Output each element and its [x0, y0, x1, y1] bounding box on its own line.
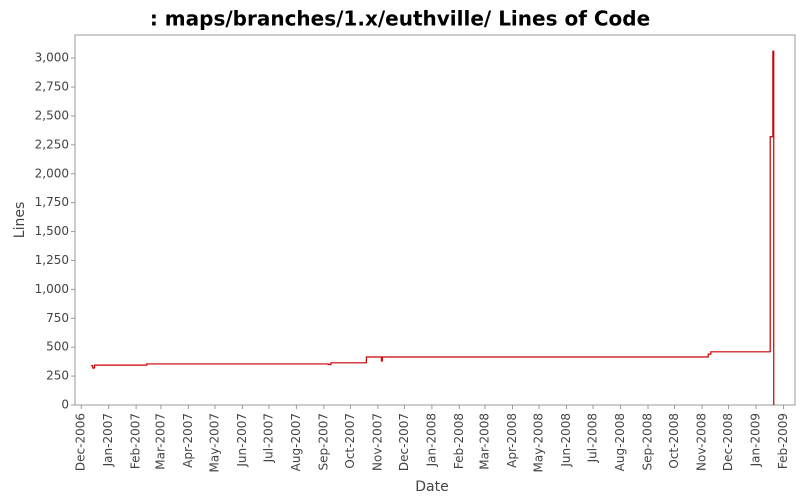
x-tick-label: Feb-2009 — [776, 413, 790, 469]
x-tick-label: Jan-2007 — [101, 413, 115, 467]
x-tick-label: Dec-2007 — [397, 413, 411, 471]
y-tick-label: 2,250 — [35, 137, 69, 151]
x-axis-title: Date — [415, 479, 448, 495]
y-tick-label: 2,750 — [35, 80, 69, 94]
x-tick-label: Nov-2008 — [695, 413, 709, 471]
x-tick-label: May-2007 — [207, 413, 221, 472]
x-tick-label: Jul-2008 — [586, 413, 600, 463]
x-tick-label: Feb-2007 — [129, 413, 143, 469]
y-tick-label: 250 — [46, 369, 69, 383]
plot-area — [74, 34, 796, 406]
y-tick-label: 500 — [46, 340, 69, 354]
chart-title: : maps/branches/1.x/euthville/ Lines of … — [150, 7, 650, 31]
y-tick-label: 2,500 — [35, 108, 69, 122]
x-tick-label: Jul-2007 — [261, 413, 275, 463]
data-line — [90, 50, 775, 405]
y-tick-label: 0 — [61, 398, 69, 412]
y-tick-label: 1,500 — [35, 224, 69, 238]
x-tick-label: Sep-2008 — [640, 413, 654, 471]
x-tick-label: Sep-2007 — [316, 413, 330, 471]
x-tick-label: Apr-2007 — [181, 413, 195, 468]
x-tick-label: Nov-2007 — [370, 413, 384, 471]
x-tick-label: Aug-2008 — [613, 413, 627, 471]
y-tick-label: 2,000 — [35, 166, 69, 180]
x-tick-label: Jan-2008 — [424, 413, 438, 467]
y-tick-label: 1,750 — [35, 195, 69, 209]
x-tick-label: Aug-2007 — [289, 413, 303, 471]
y-tick-label: 1,250 — [35, 253, 69, 267]
y-tick-label: 3,000 — [35, 51, 69, 65]
x-tick-label: Dec-2006 — [74, 413, 88, 471]
x-tick-label: Mar-2008 — [478, 413, 492, 470]
x-tick-label: Jun-2008 — [559, 413, 573, 468]
x-tick-label: Feb-2008 — [452, 413, 466, 469]
x-tick-label: Apr-2008 — [505, 413, 519, 468]
x-tick-label: Dec-2008 — [721, 413, 735, 471]
x-tick-label: May-2008 — [532, 413, 546, 472]
x-tick-label: Oct-2008 — [667, 413, 681, 469]
y-tick-label: 1,000 — [35, 282, 69, 296]
x-tick-label: Oct-2007 — [343, 413, 357, 469]
x-tick-label: Jan-2009 — [749, 413, 763, 467]
y-tick-label: 750 — [46, 311, 69, 325]
x-tick-label: Jun-2007 — [235, 413, 249, 468]
y-axis-title: Lines — [12, 202, 28, 238]
x-tick-label: Mar-2007 — [153, 413, 167, 470]
